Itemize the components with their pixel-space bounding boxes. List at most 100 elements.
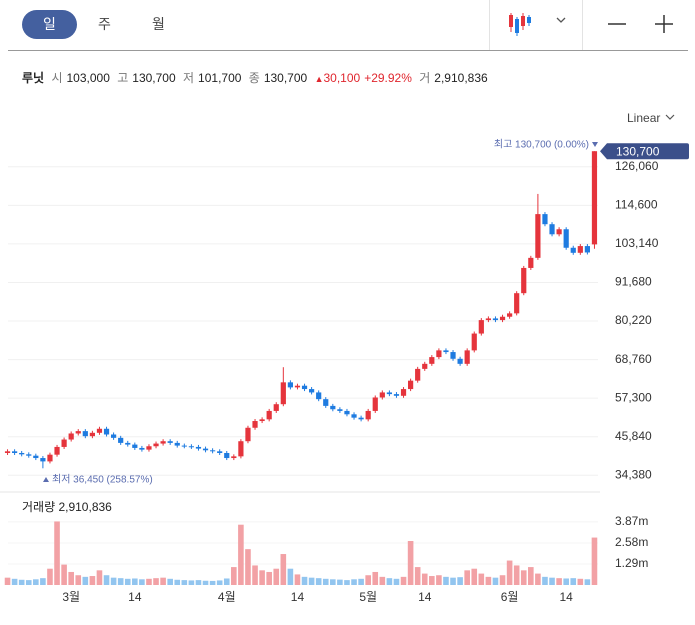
y-tick-label: 80,220 [615,313,652,327]
candle-body [372,397,378,411]
x-tick-label: 14 [128,590,142,604]
candle-body [492,318,499,321]
y-tick-label: 114,600 [615,198,658,212]
candle-body [224,452,230,459]
volume-bar [181,580,188,585]
chart-type-button[interactable] [489,0,583,50]
volume-bar [478,573,485,585]
candle-body [103,428,110,435]
candle-body [478,320,484,334]
zoom-buttons[interactable] [600,10,690,40]
candle-body [422,363,428,369]
volume-bar [280,554,287,585]
candle-body [542,214,548,225]
candle-body [471,333,477,351]
candle-body [19,452,25,455]
volume-bar [174,579,181,585]
candle-body [132,444,138,448]
volume-bar [457,577,463,585]
candle-body [330,405,336,410]
volume-bar [577,578,584,585]
candle-body [386,392,392,395]
candle-body [400,389,407,396]
candle-body [514,293,520,314]
volume-bar [414,567,421,585]
candle-body [570,247,576,253]
volume-bar [506,560,513,585]
candle-body [393,394,400,396]
volume-bar [25,580,32,585]
volume-bar [259,570,265,585]
volume-bar [443,576,449,585]
y-tick-label: 103,140 [615,236,659,250]
candle-body [33,455,39,459]
volume-bar [322,578,329,585]
last-price-label: 130,700 [616,144,660,158]
volume-bar [393,578,400,585]
y-tick-label: 68,760 [615,352,652,366]
candle-body [436,350,442,358]
volume-bar [520,570,527,585]
volume-bar [252,565,258,585]
volume-bar [117,578,124,585]
volume-bar [499,575,506,585]
candle-body [365,410,371,420]
volume-bar [89,576,96,585]
tab[interactable]: 월 [152,16,165,32]
scale-dropdown[interactable]: Linear [627,111,676,125]
volume-bar [485,576,492,585]
candle-body [160,441,166,444]
candle-body [54,446,60,455]
candle-body [316,392,322,400]
candle-body [556,229,562,235]
x-tick-label: 6월 [501,590,519,604]
candle-body [485,318,491,321]
candle-body [245,427,251,442]
candle-body [96,428,103,433]
tab[interactable]: 일 [43,16,56,32]
volume-bar [436,575,442,585]
candle-body [174,442,180,446]
y-tick-label: 34,380 [615,467,652,481]
volume-bar [33,579,39,585]
volume-bar [421,573,428,585]
volume-bar [372,571,379,585]
volume-bar [358,578,364,585]
label: 저 [183,71,195,85]
candle-body [4,451,11,453]
label: 시 [51,71,63,85]
value: 101,700 [198,71,242,85]
x-tick-label: 4월 [218,590,236,604]
label: 거 [419,71,431,85]
volume-bar [330,579,336,585]
candle-body [217,451,223,453]
change-pct: +29.92% [364,71,412,85]
candle-body [507,313,513,317]
volume-bar [4,577,11,585]
volume-bar [146,578,152,585]
candle-body [266,410,272,420]
volume-bar [209,580,216,585]
volume-bar [202,580,209,585]
volume-bar [535,573,541,585]
volume-bar [344,580,350,585]
volume-bar [570,578,577,585]
volume-bar [61,564,67,585]
candle-body [337,409,343,411]
volume-bar [528,567,534,585]
tab-selected-bg[interactable] [22,10,77,39]
volume-bar [563,578,569,585]
candle-body [577,246,583,253]
candle-body [181,445,187,447]
candle-body [188,446,194,448]
volume-bar [584,579,591,585]
volume-bar [591,537,598,585]
candle-body [68,433,74,440]
volume-bar [245,549,251,585]
volume-bar [556,578,562,585]
candle-body [584,246,590,253]
low-annotation: 최저 36,450 (258.57%) [52,474,153,486]
tab[interactable]: 주 [98,16,111,32]
candle-body [535,214,541,258]
candle-body [12,451,18,453]
